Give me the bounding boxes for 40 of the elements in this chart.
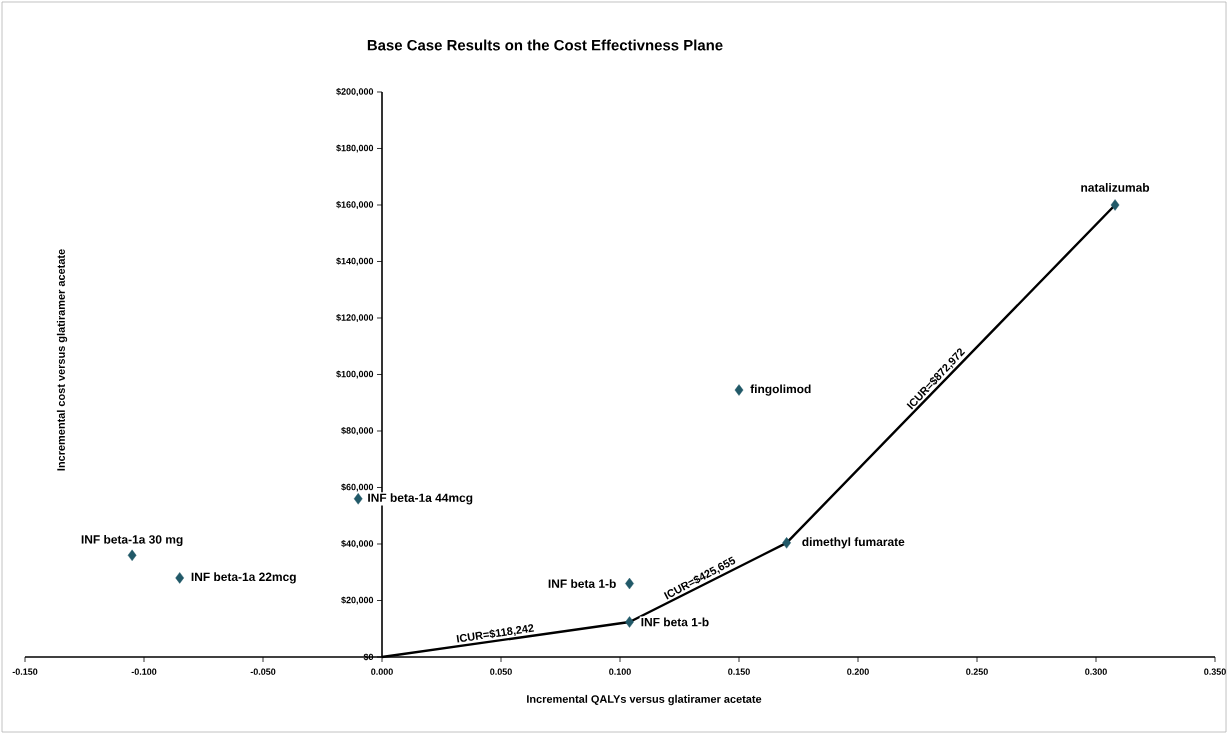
y-tick-label: $120,000 [336, 313, 374, 323]
y-tick-label: $140,000 [336, 257, 374, 266]
annotation: dimethyl fumarate [802, 537, 905, 549]
annotation: INF beta 1-b [641, 617, 709, 627]
annotation: fingolimod [750, 384, 811, 396]
y-tick-label: $200,000 [336, 87, 374, 97]
x-tick-label: 0.150 [728, 668, 750, 675]
x-tick-label: 0.250 [966, 668, 988, 675]
x-tick-label: -0.150 [12, 668, 38, 675]
annotation: INF beta-1a 30 mg [81, 534, 183, 547]
annotation: INF beta 1-b [548, 579, 616, 588]
x-tick-label: 0.200 [847, 668, 869, 675]
y-tick-label: $180,000 [336, 144, 374, 153]
chart-title: Base Case Results on the Cost Effectivness Plane [367, 39, 723, 51]
point [625, 616, 634, 628]
point [782, 537, 791, 549]
y-tick-label: $80,000 [341, 426, 374, 436]
annotation: INF beta-1a 22mcg [191, 572, 296, 584]
x-tick-label: 0.350 [1204, 668, 1226, 675]
annotation: INF beta-1a 44mcg [368, 493, 473, 505]
point [734, 384, 744, 396]
x-tick-label: -0.050 [250, 668, 276, 675]
y-tick-label: $100,000 [336, 370, 374, 379]
x-tick-label: 0.100 [609, 668, 631, 675]
y-tick-label: $0 [363, 653, 374, 661]
point [353, 493, 363, 505]
y-axis-title: Incremental cost versus glatiramer acetate [56, 249, 68, 471]
x-axis-title: Incremental QALYs versus glatiramer acetate [527, 694, 762, 706]
y-tick-label: $160,000 [336, 200, 374, 210]
annotation: natalizumab [1081, 183, 1150, 192]
x-tick-label: 0.050 [490, 668, 512, 675]
y-tick-label: $40,000 [341, 539, 374, 549]
x-tick-label: -0.100 [131, 668, 157, 675]
point [1110, 199, 1120, 211]
point [175, 572, 185, 584]
y-tick-label: $60,000 [341, 483, 374, 492]
y-tick-label: $20,000 [341, 596, 374, 605]
x-tick-label: 0.300 [1085, 668, 1107, 675]
point [127, 549, 137, 561]
x-tick-label: 0.000 [371, 668, 393, 675]
